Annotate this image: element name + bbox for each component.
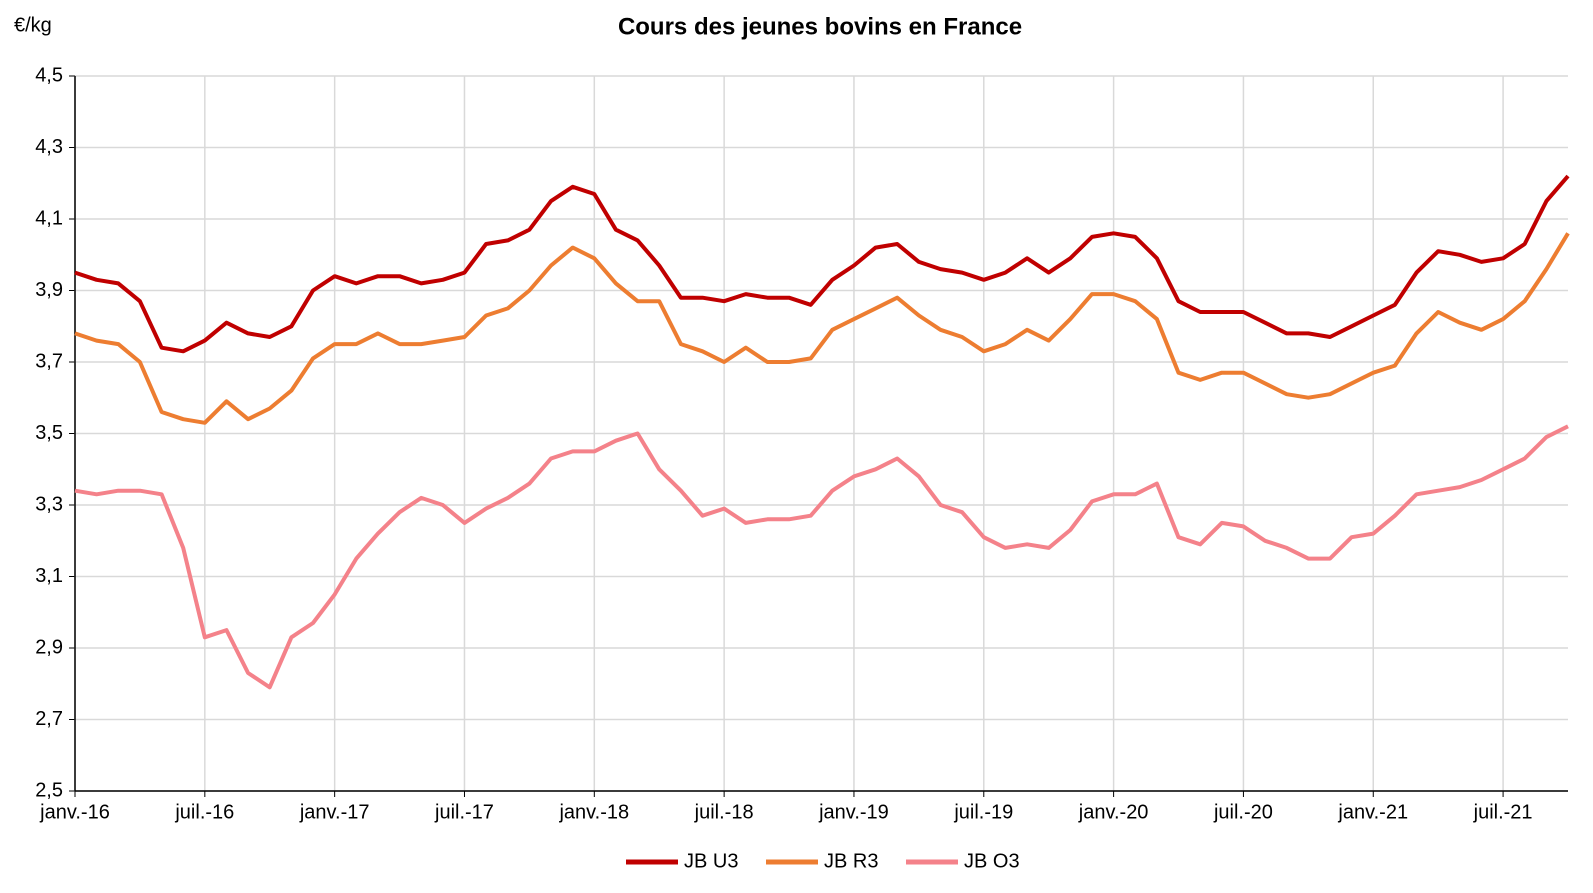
y-tick-label: 2,5 xyxy=(35,779,63,801)
y-tick-label: 4,1 xyxy=(35,207,63,229)
y-tick-label: 4,3 xyxy=(35,136,63,158)
x-tick-label: janv.-17 xyxy=(299,801,370,823)
x-tick-label: janv.-18 xyxy=(558,801,629,823)
x-tick-label: janv.-21 xyxy=(1337,801,1408,823)
legend-label: JB O3 xyxy=(964,850,1020,872)
x-tick-label: juil.-18 xyxy=(694,801,754,823)
legend-label: JB U3 xyxy=(684,850,738,872)
chart-title: Cours des jeunes bovins en France xyxy=(618,13,1022,40)
line-series xyxy=(74,232,1570,425)
x-tick-label: juil.-17 xyxy=(434,801,494,823)
x-tick-label: juil.-19 xyxy=(953,801,1013,823)
line-series xyxy=(74,424,1569,690)
y-tick-label: 3,3 xyxy=(35,493,63,515)
y-tick-label: 3,7 xyxy=(35,350,63,372)
y-tick-label: 3,9 xyxy=(35,279,63,301)
x-tick-label: juil.-20 xyxy=(1213,801,1273,823)
x-tick-label: juil.-16 xyxy=(174,801,234,823)
x-tick-label: juil.-21 xyxy=(1473,801,1533,823)
y-tick-label: 3,5 xyxy=(35,422,63,444)
line-series xyxy=(74,174,1570,354)
legend-label: JB R3 xyxy=(824,850,878,872)
x-tick-label: janv.-19 xyxy=(818,801,889,823)
y-tick-label: 3,1 xyxy=(35,565,63,587)
x-tick-label: janv.-20 xyxy=(1078,801,1149,823)
x-tick-label: janv.-16 xyxy=(39,801,110,823)
y-axis-label: €/kg xyxy=(14,14,52,36)
y-tick-label: 2,7 xyxy=(35,708,63,730)
y-tick-label: 4,5 xyxy=(35,64,63,86)
y-tick-label: 2,9 xyxy=(35,636,63,658)
